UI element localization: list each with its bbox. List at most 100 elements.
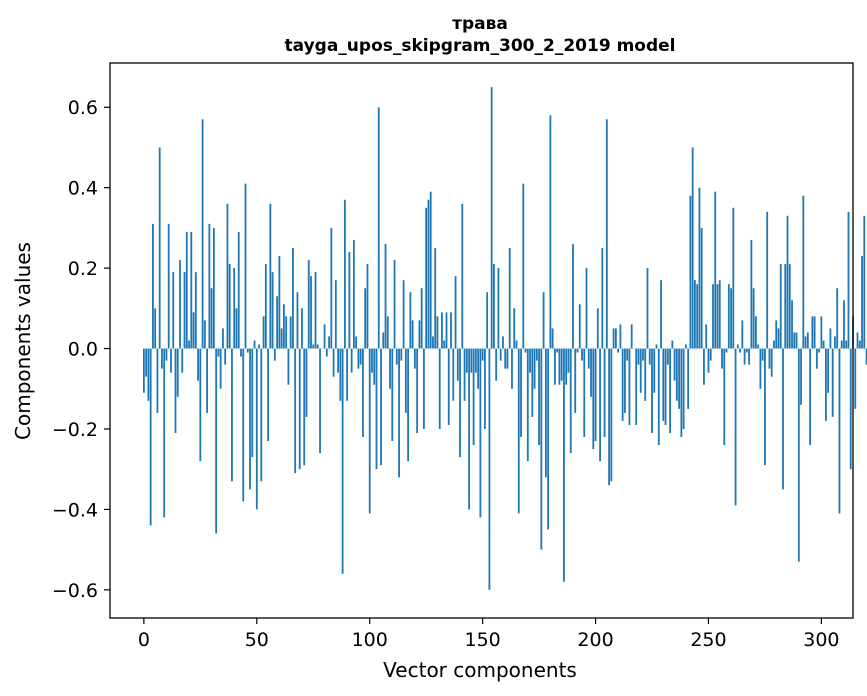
bar-197 xyxy=(587,348,590,369)
bar-165 xyxy=(515,340,518,349)
bar-82 xyxy=(328,336,330,349)
bar-286 xyxy=(788,264,791,349)
bar-273 xyxy=(759,348,762,389)
bar-255 xyxy=(718,280,721,349)
bar-186 xyxy=(563,348,565,582)
bar-166 xyxy=(517,348,520,514)
bar-235 xyxy=(673,348,676,381)
bar-1 xyxy=(145,348,148,377)
bar-152 xyxy=(486,292,489,349)
bar-247 xyxy=(700,227,703,349)
bar-3 xyxy=(149,348,152,526)
bar-189 xyxy=(569,348,572,454)
bar-261 xyxy=(732,207,735,349)
bar-193 xyxy=(578,304,581,349)
x-tick-label: 0 xyxy=(138,629,150,651)
bar-40 xyxy=(233,268,236,349)
bar-221 xyxy=(642,348,644,361)
bar-134 xyxy=(445,312,448,349)
x-tick-label: 250 xyxy=(690,629,726,651)
bar-184 xyxy=(558,348,561,385)
bar-183 xyxy=(556,348,559,353)
bar-228 xyxy=(657,348,660,446)
bar-105 xyxy=(380,348,382,466)
bar-241 xyxy=(687,348,690,409)
x-tick-label: 50 xyxy=(245,629,269,651)
bar-98 xyxy=(364,288,367,349)
bar-320 xyxy=(865,348,867,365)
bar-125 xyxy=(425,207,428,349)
bar-225 xyxy=(651,348,653,433)
bar-213 xyxy=(624,348,626,413)
bar-305 xyxy=(831,348,834,417)
bar-313 xyxy=(849,348,852,470)
bar-120 xyxy=(413,348,416,369)
y-axis-label: Components values xyxy=(11,242,35,440)
bar-86 xyxy=(337,348,339,373)
bar-77 xyxy=(316,344,319,349)
bar-301 xyxy=(822,340,825,349)
bar-37 xyxy=(226,203,229,349)
bar-267 xyxy=(745,348,748,353)
bar-191 xyxy=(574,348,577,413)
bar-145 xyxy=(470,348,473,373)
bar-271 xyxy=(754,316,757,349)
bar-266 xyxy=(743,348,746,365)
bar-294 xyxy=(806,332,809,349)
bar-4 xyxy=(152,223,154,349)
bar-58 xyxy=(273,348,276,361)
bar-232 xyxy=(666,348,669,365)
bar-48 xyxy=(251,348,254,458)
bar-208 xyxy=(612,328,615,349)
bar-162 xyxy=(508,248,511,349)
bar-122 xyxy=(418,320,421,349)
bar-194 xyxy=(581,348,583,361)
bar-24 xyxy=(197,348,199,381)
bar-195 xyxy=(583,348,586,438)
bar-239 xyxy=(682,348,685,429)
bar-227 xyxy=(655,344,658,349)
bar-244 xyxy=(694,280,696,349)
bar-51 xyxy=(258,344,260,349)
chart-title: трава xyxy=(452,14,508,34)
bar-28 xyxy=(206,348,209,413)
bar-135 xyxy=(447,348,450,425)
bar-236 xyxy=(675,348,678,401)
bar-161 xyxy=(506,348,509,369)
bar-175 xyxy=(538,348,540,446)
bar-177 xyxy=(542,292,545,349)
bar-258 xyxy=(725,348,728,353)
bar-156 xyxy=(495,348,498,381)
bar-41 xyxy=(235,308,238,349)
bar-272 xyxy=(757,344,760,349)
bar-280 xyxy=(775,320,778,349)
bar-204 xyxy=(603,348,606,438)
bar-130 xyxy=(436,316,439,349)
bar-148 xyxy=(477,348,480,389)
bar-111 xyxy=(393,260,396,349)
bar-131 xyxy=(438,348,441,429)
bar-160 xyxy=(504,348,507,369)
bar-27 xyxy=(203,320,206,349)
bar-140 xyxy=(459,348,461,458)
bar-164 xyxy=(513,308,516,349)
bar-8 xyxy=(161,348,163,369)
bar-243 xyxy=(691,147,694,349)
bar-128 xyxy=(432,336,434,349)
bar-298 xyxy=(815,348,818,369)
bar-220 xyxy=(639,348,642,393)
bar-109 xyxy=(389,348,391,389)
bar-222 xyxy=(644,348,647,401)
bar-199 xyxy=(592,348,595,450)
bar-154 xyxy=(490,87,493,349)
y-tick-label: 0.2 xyxy=(68,258,98,280)
bar-101 xyxy=(371,348,373,373)
bar-13 xyxy=(172,272,175,349)
bar-317 xyxy=(858,340,861,349)
bar-297 xyxy=(813,316,816,349)
bar-284 xyxy=(784,264,787,349)
bar-179 xyxy=(547,348,550,530)
bar-42 xyxy=(237,231,240,349)
bar-67 xyxy=(294,348,297,474)
bar-129 xyxy=(434,248,437,349)
